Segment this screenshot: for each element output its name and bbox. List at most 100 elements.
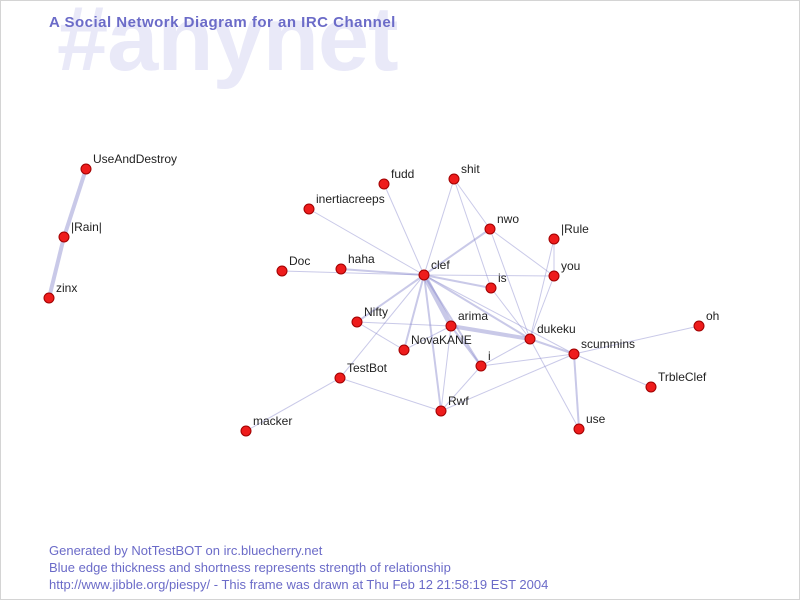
node-label-zinx: zinx (56, 281, 77, 295)
node-label-use: use (586, 412, 606, 426)
edge-i-scummins (480, 353, 575, 367)
node-clef (418, 269, 430, 281)
node-Nifty (351, 316, 363, 328)
node-haha (335, 263, 347, 275)
edge-dukeku-is (490, 287, 531, 340)
node-shit (448, 173, 460, 185)
edge-oh-scummins (573, 325, 700, 355)
edge-scummins-use (573, 353, 580, 430)
node-arima (445, 320, 457, 332)
node-label-you: you (561, 259, 580, 273)
node-you (548, 270, 560, 282)
footer-url-timestamp: http://www.jibble.org/piespy/ - This fra… (49, 577, 549, 592)
edge-nwo-clef (423, 228, 491, 276)
node-fudd (378, 178, 390, 190)
node-nwo (484, 223, 496, 235)
node-TestBot (334, 372, 346, 384)
node-label-haha: haha (348, 252, 375, 266)
edge-TestBot-Rwf (339, 377, 442, 412)
node-scummins (568, 348, 580, 360)
edge-Nifty-arima (356, 321, 452, 327)
node-NovaKANE (398, 344, 410, 356)
node-label-shit: shit (461, 162, 480, 176)
node-dukeku (524, 333, 536, 345)
node-i (475, 360, 487, 372)
edge-dukeku-scummins (529, 338, 575, 355)
edge-Nifty-NovaKANE (356, 321, 405, 351)
edge-clef-Nifty (356, 274, 425, 323)
node-label-Doc: Doc (289, 254, 310, 268)
node-Doc (276, 265, 288, 277)
edge-arima-NovaKANE (403, 325, 452, 351)
edge-i-Rwf (440, 365, 482, 412)
edge-haha-clef (340, 268, 425, 276)
edge-shit-clef (423, 178, 455, 276)
edge-clef-dukeku (423, 274, 531, 340)
edge-nwo-you (489, 228, 555, 277)
page-title: A Social Network Diagram for an IRC Chan… (49, 14, 396, 31)
node-label-arima: arima (458, 309, 488, 323)
edge-TestBot-macker (245, 377, 341, 432)
footer-generated-by: Generated by NotTestBOT on irc.bluecherr… (49, 543, 323, 558)
edge-clef-TestBot (339, 274, 425, 379)
node-label-macker: macker (253, 414, 292, 428)
edge-clef-NovaKANE (403, 274, 425, 351)
edge-nwo-dukeku (489, 228, 531, 340)
edge-shit-is (453, 178, 492, 289)
channel-watermark: #anynet (57, 0, 399, 90)
node-TrbleClef (645, 381, 657, 393)
node-label-TestBot: TestBot (347, 361, 388, 375)
node-is (485, 282, 497, 294)
edge-clef-arima (421, 273, 454, 328)
node-label-dukeku: dukeku (537, 322, 576, 336)
node-label-nwo: nwo (497, 212, 519, 226)
node-label-|Rain|: |Rain| (71, 220, 102, 234)
node-label-inertiacreeps: inertiacreeps (316, 192, 385, 206)
node-label-scummins: scummins (581, 337, 635, 351)
node-label-|Rule: |Rule (561, 222, 589, 236)
edge-fudd-clef (383, 183, 425, 276)
edge-arima-Rwf (440, 325, 452, 412)
node-macker (240, 425, 252, 437)
footer-legend: Blue edge thickness and shortness repres… (49, 560, 451, 575)
edge-inertiacreeps-clef (308, 208, 425, 276)
node-label-Rwf: Rwf (448, 394, 469, 408)
node-label-is: is (498, 271, 507, 285)
edge-|Rain|-zinx (47, 236, 66, 299)
edge-TrbleClef-scummins (573, 353, 652, 388)
node-label-clef: clef (431, 258, 450, 272)
node-label-i: i (488, 349, 491, 363)
footer: Generated by NotTestBOT on irc.bluecherr… (49, 542, 548, 593)
edge-dukeku-you (529, 275, 555, 340)
edge-clef-you (423, 274, 555, 277)
node-oh (693, 320, 705, 332)
edge-scummins-Rwf (440, 353, 575, 412)
edge-arima-i (450, 325, 482, 367)
edge-dukeku-i (480, 338, 531, 367)
node-UseAndDestroy (80, 163, 92, 175)
node-|Rain| (58, 231, 70, 243)
edge-clef-i (423, 274, 482, 367)
edge-clef-is (423, 274, 492, 289)
node-zinx (43, 292, 55, 304)
node-label-TrbleClef: TrbleClef (658, 370, 707, 384)
edge-arima-dukeku (450, 324, 531, 341)
node-label-fudd: fudd (391, 167, 414, 181)
node-use (573, 423, 585, 435)
edge-clef-Rwf (423, 274, 442, 412)
edge-UseAndDestroy-|Rain| (62, 168, 88, 238)
edge-|Rule-dukeku (529, 238, 555, 340)
edge-clef-scummins (423, 274, 575, 355)
edge-Doc-clef (281, 270, 425, 276)
node-|Rule (548, 233, 560, 245)
node-label-oh: oh (706, 309, 719, 323)
edge-dukeku-use (529, 338, 580, 430)
node-label-NovaKANE: NovaKANE (411, 333, 472, 347)
node-label-Nifty: Nifty (364, 305, 388, 319)
node-Rwf (435, 405, 447, 417)
edge-shit-nwo (453, 178, 491, 230)
node-inertiacreeps (303, 203, 315, 215)
node-label-UseAndDestroy: UseAndDestroy (93, 152, 177, 166)
